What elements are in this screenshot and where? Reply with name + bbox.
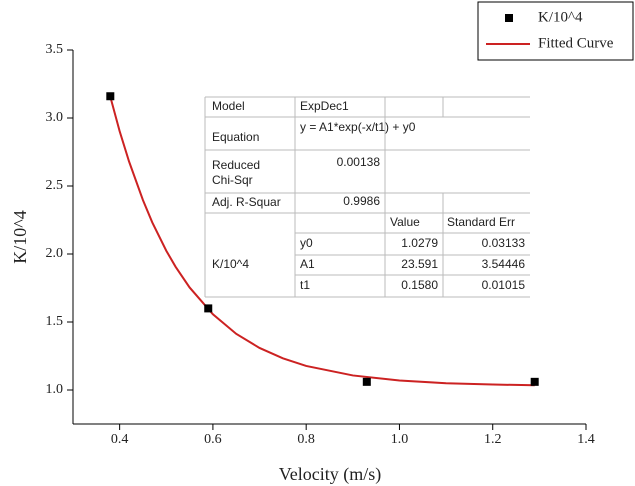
table-cell: 0.01015 bbox=[482, 278, 526, 292]
fit-table: Model ExpDec1 Equation y = A1*exp(-x/t1)… bbox=[204, 96, 530, 298]
y-tick-label: 2.0 bbox=[46, 246, 64, 261]
table-cell: 23.591 bbox=[401, 257, 438, 271]
table-cell: y = A1*exp(-x/t1) + y0 bbox=[300, 120, 416, 134]
table-cell: 3.54446 bbox=[482, 257, 526, 271]
table-cell: 1.0279 bbox=[401, 236, 438, 250]
legend-symbol bbox=[505, 14, 513, 22]
y-tick-label: 1.5 bbox=[46, 314, 64, 329]
x-tick-label: 1.2 bbox=[484, 432, 502, 447]
y-tick-label: 3.5 bbox=[46, 42, 64, 57]
table-cell: K/10^4 bbox=[212, 257, 249, 271]
x-tick-label: 0.8 bbox=[297, 432, 315, 447]
data-point bbox=[530, 377, 539, 386]
table-cell: Value bbox=[390, 215, 420, 229]
y-tick-label: 3.0 bbox=[46, 110, 64, 125]
legend-box bbox=[477, 1, 634, 61]
y-tick-label: 2.5 bbox=[46, 178, 64, 193]
table-cell: Model bbox=[212, 99, 245, 113]
table-cell: 0.00138 bbox=[337, 155, 381, 169]
data-point bbox=[106, 92, 115, 101]
x-tick-label: 1.0 bbox=[391, 432, 409, 447]
table-cell: Equation bbox=[212, 130, 259, 144]
fitted-curve bbox=[109, 96, 535, 387]
x-tick-label: 0.4 bbox=[111, 432, 129, 447]
table-cell: 0.03133 bbox=[482, 236, 526, 250]
data-point bbox=[204, 304, 213, 313]
table-cell: ExpDec1 bbox=[300, 99, 349, 113]
legend-label: K/10^4 bbox=[538, 9, 583, 25]
x-axis-label: Velocity (m/s) bbox=[279, 464, 381, 485]
x-tick-label: 0.6 bbox=[204, 432, 222, 447]
table-cell: t1 bbox=[300, 278, 310, 292]
table-cell: 0.1580 bbox=[401, 278, 438, 292]
data-point bbox=[362, 377, 371, 386]
table-cell: Adj. R-Squar bbox=[212, 195, 281, 209]
x-tick-label: 1.4 bbox=[577, 432, 595, 447]
y-axis-label: K/10^4 bbox=[10, 210, 30, 263]
table-cell: Chi-Sqr bbox=[212, 173, 253, 187]
y-tick-label: 1.0 bbox=[46, 382, 64, 397]
table-cell: A1 bbox=[300, 257, 315, 271]
legend-label: Fitted Curve bbox=[538, 35, 614, 51]
table-cell: Reduced bbox=[212, 158, 260, 172]
table-cell: y0 bbox=[300, 236, 313, 250]
table-cell: 0.9986 bbox=[343, 194, 380, 208]
table-cell: Standard Err bbox=[447, 215, 515, 229]
